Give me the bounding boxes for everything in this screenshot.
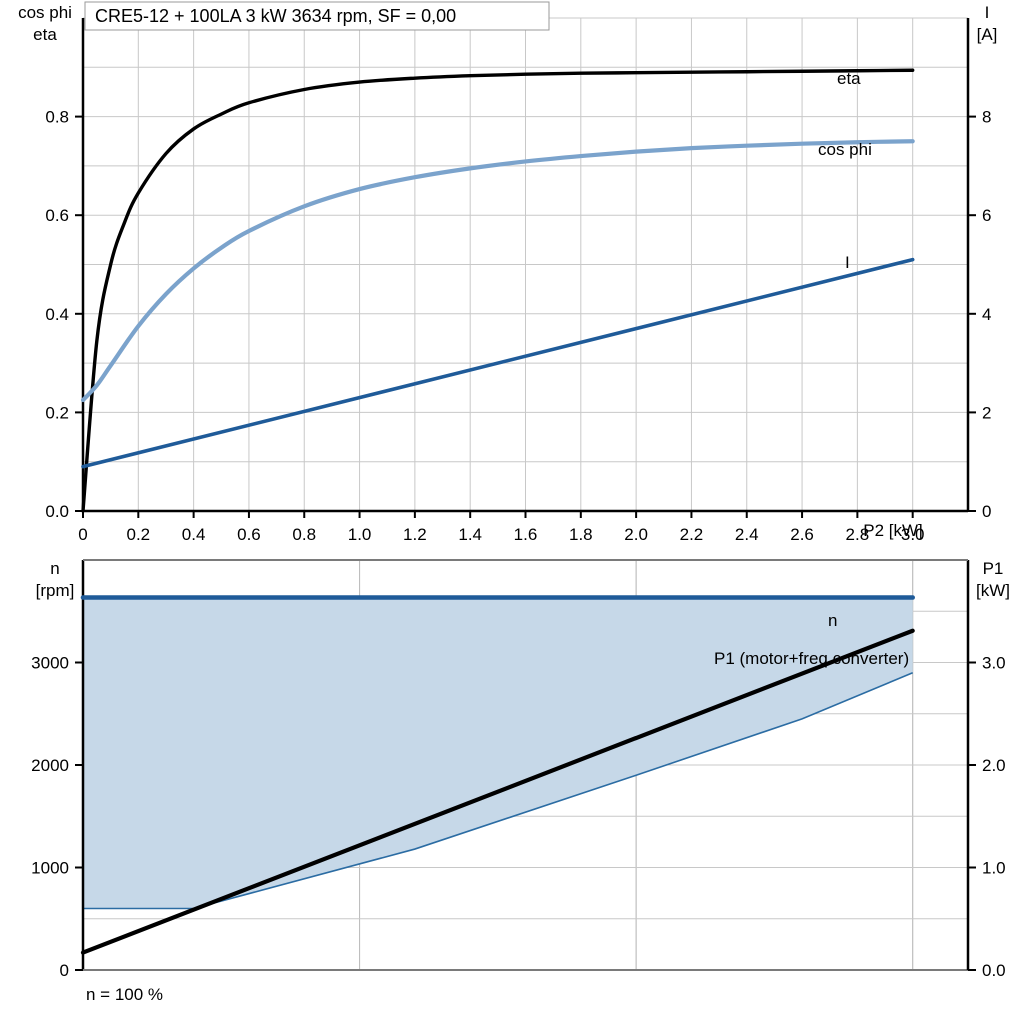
top-left-tick-label: 0.6: [45, 206, 69, 225]
bottom-performance-chart: 0 1000 2000 3000 0.0 1.0 2.0 3.0 n [rpm] P1 [kW…: [0, 548, 1024, 1024]
bottom-left-tick-label: 0: [60, 961, 69, 980]
top-x-tick-label: 2.0: [624, 525, 648, 544]
bottom-right-axis-title-line2: [kW]: [976, 581, 1010, 600]
p1-series-label: P1 (motor+freq.converter): [714, 649, 909, 668]
top-x-tick-label: 1.0: [348, 525, 372, 544]
bottom-left-axis-title-line1: n: [50, 559, 59, 578]
current-series-label: I: [845, 253, 850, 272]
cos-phi-series-label: cos phi: [818, 140, 872, 159]
top-left-tick-label: 0.8: [45, 108, 69, 127]
bottom-left-tick-label: 1000: [31, 859, 69, 878]
bottom-right-axis-title-line1: P1: [983, 559, 1004, 578]
top-x-axis-title: P2 [kW]: [863, 521, 923, 540]
top-right-axis-title-line2: [A]: [977, 25, 998, 44]
bottom-left-tick-label: 2000: [31, 756, 69, 775]
top-gridlines: [83, 18, 968, 511]
top-x-tick-label: 2.6: [790, 525, 814, 544]
top-right-axis-title-line1: I: [985, 3, 990, 22]
top-x-tick-label: 2.2: [680, 525, 704, 544]
bottom-right-tick-label: 0.0: [982, 961, 1006, 980]
bottom-right-tick-label: 3.0: [982, 654, 1006, 673]
chart-title: CRE5-12 + 100LA 3 kW 3634 rpm, SF = 0,00: [95, 6, 456, 26]
top-right-tick-label: 4: [982, 305, 991, 324]
top-x-tick-label: 1.4: [458, 525, 482, 544]
footnote: n = 100 %: [86, 985, 163, 1004]
top-left-tick-label: 0.2: [45, 403, 69, 422]
top-x-tick-label: 1.2: [403, 525, 427, 544]
top-x-tick-label: 0.4: [182, 525, 206, 544]
top-left-axis-title-line2: eta: [33, 25, 57, 44]
eta-series-label: eta: [837, 69, 861, 88]
operating-range-band: [83, 598, 913, 909]
bottom-left-axis-title-line2: [rpm]: [36, 581, 75, 600]
top-tick-labels: 0 0.2 0.4 0.6 0.8 1.0 1.2 1.4 1.6 1.8 2.0 2.2 2.4 2.6…: [45, 108, 991, 544]
top-x-tick-label: 0.8: [292, 525, 316, 544]
top-right-tick-label: 8: [982, 108, 991, 127]
top-left-tick-label: 0.4: [45, 305, 69, 324]
bottom-left-tick-label: 3000: [31, 654, 69, 673]
top-x-tick-label: 2.4: [735, 525, 759, 544]
top-left-tick-label: 0.0: [45, 502, 69, 521]
bottom-right-tick-label: 2.0: [982, 756, 1006, 775]
top-x-tick-label: 0: [78, 525, 87, 544]
top-left-axis-title-line1: cos phi: [18, 3, 72, 22]
speed-series-label: n: [828, 611, 837, 630]
top-right-tick-label: 2: [982, 403, 991, 422]
top-x-tick-label: 1.8: [569, 525, 593, 544]
bottom-right-tick-label: 1.0: [982, 859, 1006, 878]
top-x-tick-label: 0.6: [237, 525, 261, 544]
top-x-tick-label: 1.6: [514, 525, 538, 544]
chart-page: 0 0.2 0.4 0.6 0.8 1.0 1.2 1.4 1.6 1.8 2.0 2.2 2.4 2.6…: [0, 0, 1024, 1024]
top-right-tick-label: 6: [982, 206, 991, 225]
top-performance-chart: 0 0.2 0.4 0.6 0.8 1.0 1.2 1.4 1.6 1.8 2.0 2.2 2.4 2.6…: [0, 0, 1024, 548]
top-right-tick-label: 0: [982, 502, 991, 521]
top-x-tick-label: 0.2: [126, 525, 150, 544]
